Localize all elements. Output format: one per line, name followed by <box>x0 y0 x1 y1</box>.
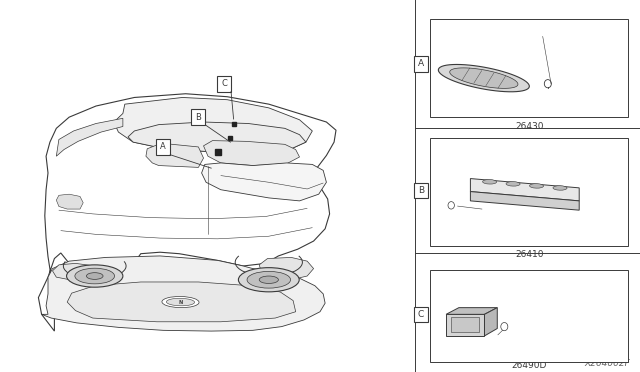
Text: 26490D: 26490D <box>511 361 547 370</box>
Polygon shape <box>470 179 579 201</box>
Ellipse shape <box>86 273 103 279</box>
Text: 26410JA: 26410JA <box>458 208 489 217</box>
Ellipse shape <box>239 268 300 292</box>
Polygon shape <box>114 97 312 153</box>
Text: C: C <box>418 310 424 319</box>
Bar <box>217 76 231 92</box>
Polygon shape <box>146 143 204 167</box>
Text: 26430: 26430 <box>515 122 543 131</box>
Ellipse shape <box>529 184 543 188</box>
Ellipse shape <box>259 276 278 283</box>
Polygon shape <box>56 118 123 156</box>
Ellipse shape <box>553 186 567 190</box>
Polygon shape <box>67 282 296 322</box>
Text: 26410JB: 26410JB <box>499 330 531 339</box>
Text: B: B <box>418 186 424 195</box>
Ellipse shape <box>247 272 291 288</box>
Text: 26410: 26410 <box>515 250 543 259</box>
Bar <box>414 56 428 72</box>
Bar <box>414 307 428 322</box>
Bar <box>414 183 428 198</box>
Polygon shape <box>470 192 579 210</box>
Polygon shape <box>204 141 300 166</box>
Polygon shape <box>56 194 83 209</box>
Polygon shape <box>128 122 306 153</box>
Text: A: A <box>418 60 424 68</box>
Ellipse shape <box>501 323 508 331</box>
Ellipse shape <box>75 268 115 284</box>
Text: B: B <box>195 113 202 122</box>
Text: 26410J: 26410J <box>544 25 570 34</box>
Bar <box>156 139 170 155</box>
Text: N: N <box>179 299 182 305</box>
Bar <box>446 314 484 336</box>
Ellipse shape <box>162 296 199 308</box>
Polygon shape <box>202 163 326 201</box>
Bar <box>430 19 628 117</box>
Polygon shape <box>438 64 529 92</box>
Polygon shape <box>52 263 99 281</box>
Ellipse shape <box>483 180 497 184</box>
Text: C: C <box>221 79 227 88</box>
Polygon shape <box>259 257 314 280</box>
Polygon shape <box>446 308 497 314</box>
Text: X264002F: X264002F <box>585 359 630 368</box>
Bar <box>430 270 628 362</box>
Ellipse shape <box>545 80 552 88</box>
Text: A: A <box>161 142 166 151</box>
Polygon shape <box>450 68 518 89</box>
Bar <box>451 317 479 332</box>
Ellipse shape <box>166 298 195 306</box>
Polygon shape <box>484 308 497 336</box>
Bar <box>191 109 205 125</box>
Ellipse shape <box>506 182 520 186</box>
Bar <box>430 138 628 246</box>
Bar <box>468 176 582 211</box>
Polygon shape <box>42 256 325 331</box>
Polygon shape <box>38 94 336 331</box>
Ellipse shape <box>448 202 454 209</box>
Ellipse shape <box>67 265 123 287</box>
